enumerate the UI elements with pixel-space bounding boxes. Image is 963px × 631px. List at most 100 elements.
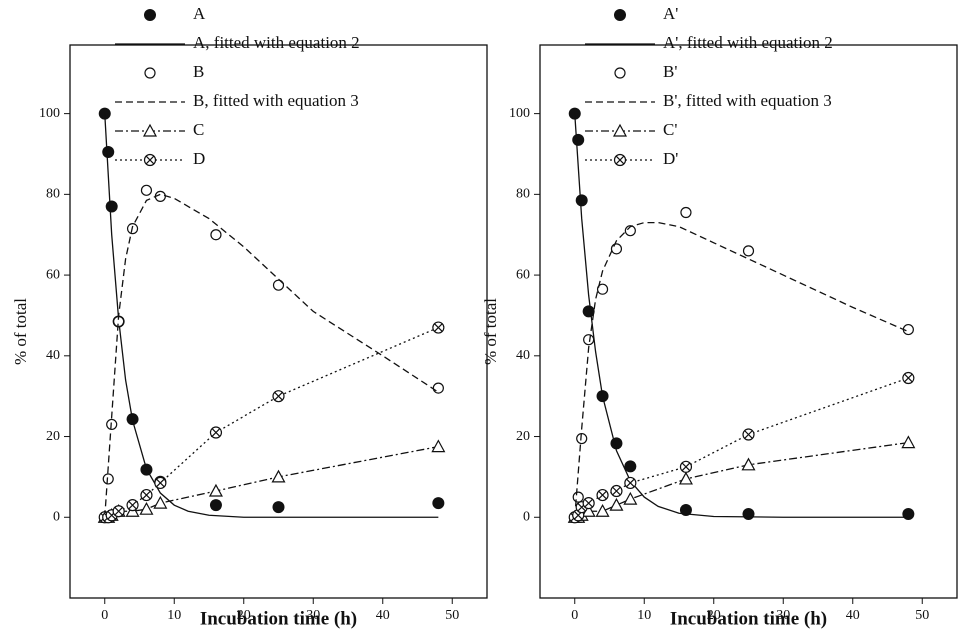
marker-dot [102,145,115,158]
legend-label: B' [663,62,677,81]
marker [154,476,167,490]
y-tick-label: 100 [39,106,60,121]
legend-label: D [193,149,205,168]
marker [583,334,595,346]
marker [623,491,638,505]
y-tick-label: 0 [53,509,60,524]
legend-label: A' [663,4,678,23]
marker [582,497,595,510]
marker [272,501,285,514]
marker-x [626,478,635,488]
y-axis-label: % of total [481,298,500,365]
marker-dot [742,245,755,257]
x-tick-label: 0 [101,608,108,623]
series-line [574,377,909,518]
marker [742,245,755,257]
x-tick-label: 20 [237,608,251,623]
marker-dot [272,279,285,291]
marker-x [211,428,221,437]
marker-x [114,506,123,516]
legend-label: C' [663,120,677,139]
marker [741,457,756,471]
series-line [104,193,439,518]
marker-dot [432,497,445,510]
marker-dot [209,499,222,512]
marker [210,229,222,241]
y-tick-label: 80 [516,187,530,202]
marker-x [128,500,137,510]
x-tick-label: 40 [846,608,860,623]
legend-marker [144,67,156,79]
marker [431,439,446,453]
marker [432,321,445,334]
marker-x [681,462,691,472]
marker [209,426,223,439]
marker-x [615,155,625,165]
marker-dot [105,200,118,213]
y-tick-label: 40 [46,348,60,363]
marker [272,390,285,403]
y-tick-label: 60 [516,267,530,282]
marker-dot [432,382,444,394]
legend-marker [614,9,626,21]
legend-marker [142,123,158,137]
x-tick-label: 10 [167,608,181,623]
marker-tri [612,123,628,137]
marker [610,243,623,255]
marker [112,505,125,518]
marker [432,382,444,394]
marker-x [156,478,165,488]
marker [624,460,637,473]
y-tick-label: 40 [516,348,530,363]
marker [208,483,223,497]
x-tick-label: 10 [637,608,651,623]
y-tick-label: 0 [523,509,530,524]
marker-dot [583,334,595,346]
marker-tri [139,501,154,515]
marker-dot [614,67,626,79]
marker [902,508,915,521]
x-tick-label: 20 [707,608,721,623]
marker-dot [572,491,584,503]
marker-tri [271,469,286,483]
marker-dot [272,501,285,514]
marker [105,200,118,213]
marker-x [145,155,155,165]
legend-label: A [193,4,206,23]
marker [595,503,610,517]
marker-dot [144,67,156,79]
legend-label: A', fitted with equation 2 [663,33,833,52]
x-tick-label: 50 [445,608,459,623]
legend-label: B [193,62,204,81]
marker [575,194,588,207]
marker [102,145,115,158]
series-line [104,113,439,518]
y-axis-label: % of total [11,298,30,365]
legend-marker [144,9,156,21]
marker [572,133,585,146]
series-line [104,326,439,518]
marker [610,437,623,450]
marker [609,497,624,511]
marker-dot [144,9,156,21]
x-tick-label: 40 [376,608,390,623]
marker-tri [142,123,158,137]
marker [596,488,609,502]
marker [140,488,153,502]
legend-label: D' [663,149,678,168]
x-tick-label: 0 [571,608,578,623]
marker-dot [575,194,588,207]
marker [432,497,445,510]
y-tick-label: 20 [46,429,60,444]
marker [679,460,693,473]
marker [102,473,114,485]
marker-tri [609,497,624,511]
marker [153,495,168,509]
marker [901,435,916,449]
plot-frame [69,44,488,599]
marker-tri [901,435,916,449]
marker-dot [624,225,636,237]
marker-x [598,490,607,500]
legend-label: B, fitted with equation 3 [193,91,359,110]
